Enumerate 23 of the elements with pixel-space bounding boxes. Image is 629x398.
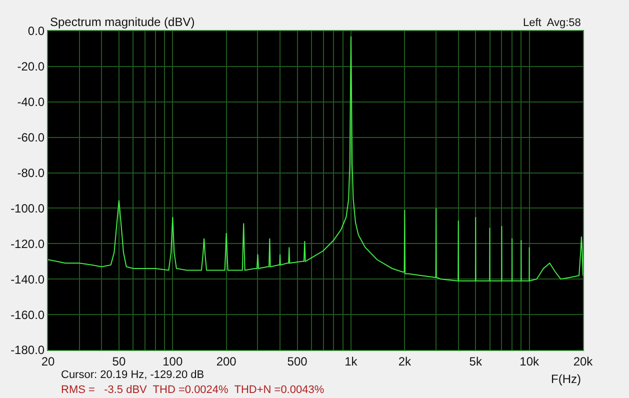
y-tick-label: -20.0 xyxy=(17,60,45,74)
x-tick-label: 20k xyxy=(573,354,594,368)
x-tick-label: 2k xyxy=(398,354,412,368)
y-tick-label: -80.0 xyxy=(17,166,45,180)
y-tick-label: -60.0 xyxy=(17,130,45,145)
y-tick-label: 0.0 xyxy=(28,24,45,38)
y-tick-label: -140.0 xyxy=(10,272,45,286)
x-tick-label: 200 xyxy=(216,354,237,368)
text: Left Avg:58 xyxy=(523,17,581,29)
chart-title: Spectrum magnitude (dBV) xyxy=(50,15,195,29)
x-tick-label: 500 xyxy=(287,354,308,368)
x-tick-label: 5k xyxy=(469,354,483,368)
y-tick-label: -40.0 xyxy=(17,95,45,110)
y-tick-label: -100.0 xyxy=(10,201,45,216)
x-axis-title: F(Hz) xyxy=(551,372,581,386)
x-tick-label: 50 xyxy=(112,354,126,368)
y-tick-label: -160.0 xyxy=(10,308,45,322)
text: Cursor: 20.19 Hz, -129.20 dB xyxy=(61,369,204,381)
x-tick-label: 10k xyxy=(520,354,540,368)
x-tick-label: 100 xyxy=(162,354,183,368)
x-tick-label: 1k xyxy=(344,354,358,368)
text: RMS = -3.5 dBV THD =0.0024% THD+N =0.0043% xyxy=(61,384,324,396)
y-tick-label: -120.0 xyxy=(10,236,45,251)
